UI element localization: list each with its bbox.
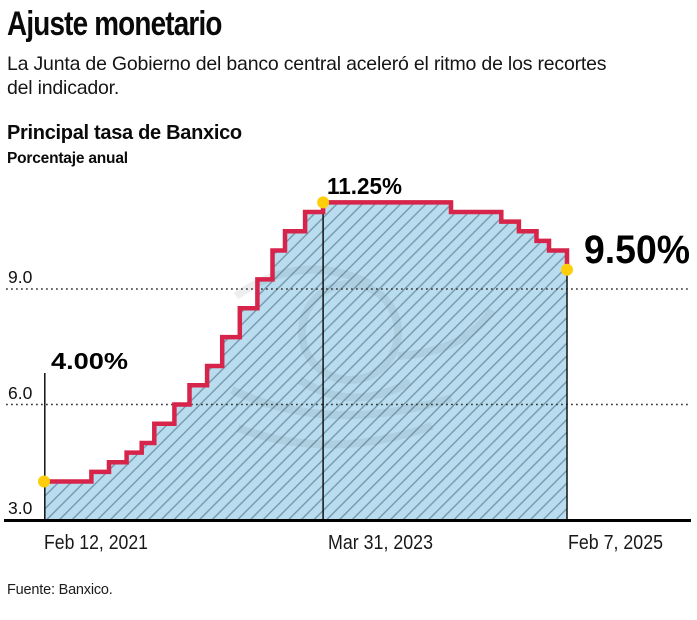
chart-unit-label: Porcentaje anual: [7, 150, 128, 167]
source-note: Fuente: Banxico.: [7, 582, 113, 598]
end-point-dot: [561, 263, 573, 276]
peak-value-label: 11.25%: [327, 173, 402, 199]
peak-point-dot: [317, 196, 330, 209]
xtick-label-end: Feb 7, 2025: [568, 531, 663, 554]
rate-step-line: [44, 200, 570, 484]
start-value-label: 4.00%: [51, 348, 128, 374]
subtitle-line-1: La Junta de Gobierno del banco central a…: [7, 53, 607, 75]
rate-area-fill: [44, 202, 567, 520]
end-value-label: 9.50%: [584, 228, 690, 272]
publisher-eagle-watermark-icon: [230, 265, 496, 449]
subtitle-line-2: del indicador.: [7, 77, 120, 99]
ytick-label-3: 3.0: [8, 498, 33, 518]
page-title: Ajuste monetario: [7, 5, 222, 43]
start-point-dot: [38, 475, 50, 488]
chart-title: Principal tasa de Banxico: [7, 122, 242, 144]
xtick-label-start: Feb 12, 2021: [44, 531, 148, 554]
xtick-label-peak: Mar 31, 2023: [328, 531, 433, 554]
ytick-label-9: 9.0: [8, 267, 33, 287]
ytick-label-6: 6.0: [8, 383, 33, 403]
